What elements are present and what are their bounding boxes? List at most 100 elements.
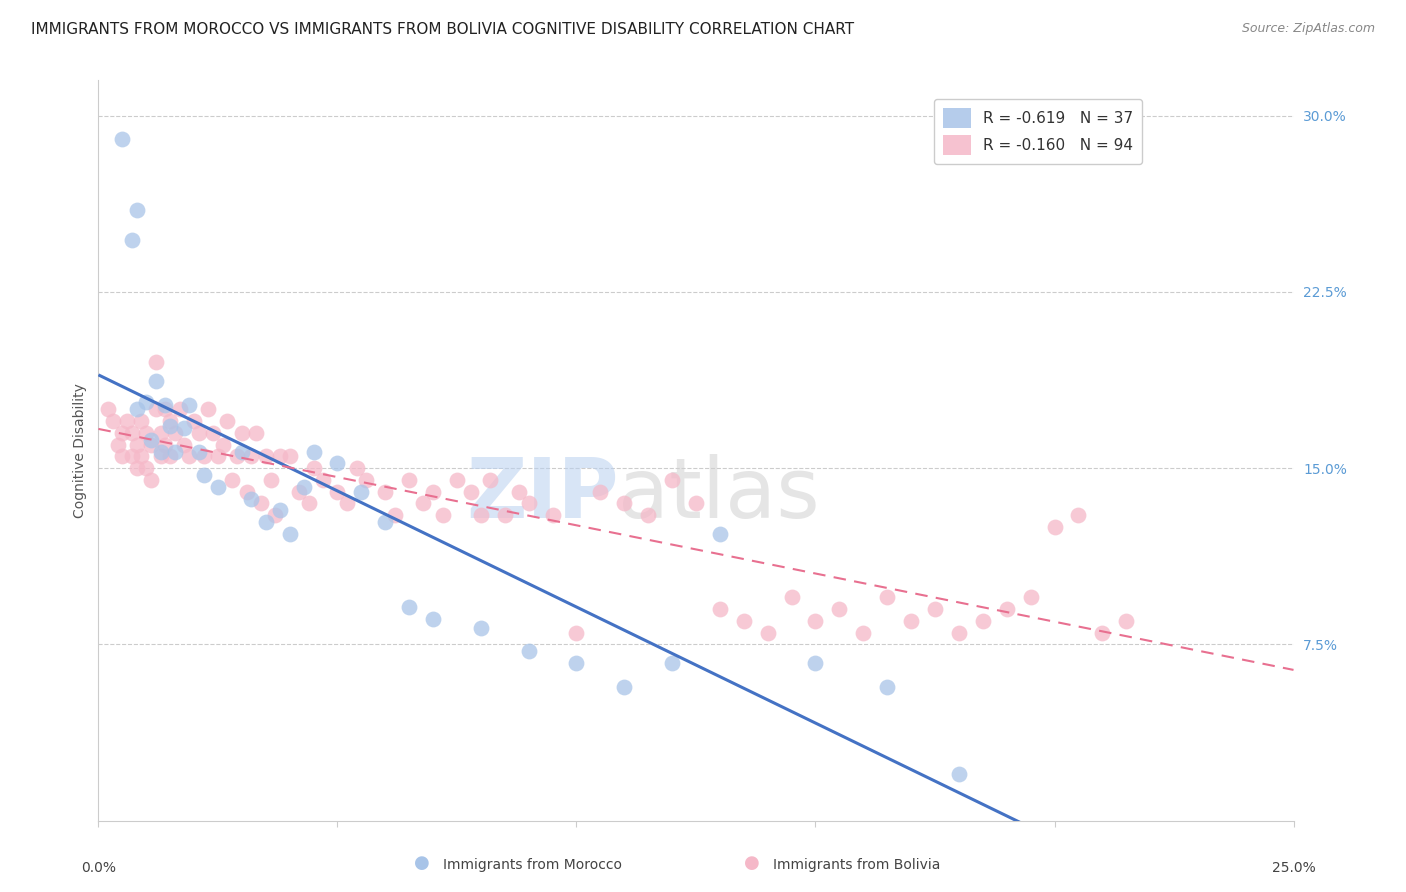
Point <box>169 402 191 417</box>
Point <box>231 444 253 458</box>
Point <box>756 625 779 640</box>
Point <box>995 602 1018 616</box>
Point <box>159 450 181 464</box>
Point <box>125 437 148 451</box>
Point <box>179 398 201 412</box>
Text: 25.0%: 25.0% <box>1271 862 1316 875</box>
Point <box>145 402 167 417</box>
Point <box>1115 614 1137 628</box>
Point <box>193 468 215 483</box>
Point <box>179 450 201 464</box>
Point <box>145 355 167 369</box>
Point <box>613 680 636 694</box>
Point <box>804 614 827 628</box>
Point <box>350 484 373 499</box>
Point <box>254 450 277 464</box>
Point <box>346 461 368 475</box>
Point <box>876 680 898 694</box>
Point <box>292 480 315 494</box>
Point <box>302 461 325 475</box>
Point <box>135 425 157 440</box>
Point <box>159 414 181 428</box>
Point <box>709 602 731 616</box>
Point <box>948 766 970 780</box>
Point <box>125 202 148 217</box>
Point <box>135 395 157 409</box>
Point <box>374 515 396 529</box>
Y-axis label: Cognitive Disability: Cognitive Disability <box>73 383 87 518</box>
Text: ●: ● <box>744 855 761 872</box>
Point <box>541 508 564 522</box>
Point <box>1019 591 1042 605</box>
Point <box>264 508 287 522</box>
Text: IMMIGRANTS FROM MOROCCO VS IMMIGRANTS FROM BOLIVIA COGNITIVE DISABILITY CORRELAT: IMMIGRANTS FROM MOROCCO VS IMMIGRANTS FR… <box>31 22 853 37</box>
Point <box>972 614 994 628</box>
Point <box>159 418 181 433</box>
Point <box>876 591 898 605</box>
Point <box>139 433 162 447</box>
Point <box>155 402 177 417</box>
Point <box>1067 508 1090 522</box>
Point <box>163 425 186 440</box>
Point <box>278 527 301 541</box>
Point <box>302 444 325 458</box>
Point <box>221 473 243 487</box>
Point <box>269 503 291 517</box>
Point <box>312 473 335 487</box>
Point <box>240 491 263 506</box>
Point <box>207 450 229 464</box>
Point <box>211 437 233 451</box>
Point <box>131 450 153 464</box>
Point <box>398 599 420 614</box>
Point <box>288 484 311 499</box>
Point <box>804 656 827 670</box>
Point <box>155 398 177 412</box>
Point <box>145 374 167 388</box>
Point <box>250 496 273 510</box>
Point <box>354 473 377 487</box>
Point <box>131 414 153 428</box>
Point <box>298 496 321 510</box>
Point <box>517 644 540 658</box>
Point <box>326 484 349 499</box>
Point <box>269 450 291 464</box>
Text: Immigrants from Bolivia: Immigrants from Bolivia <box>773 858 941 872</box>
Point <box>111 450 134 464</box>
Point <box>155 437 177 451</box>
Point <box>326 456 349 470</box>
Text: ZIP: ZIP <box>465 454 619 535</box>
Point <box>115 414 138 428</box>
Text: Source: ZipAtlas.com: Source: ZipAtlas.com <box>1241 22 1375 36</box>
Point <box>226 450 249 464</box>
Point <box>202 425 225 440</box>
Point <box>733 614 755 628</box>
Point <box>422 484 444 499</box>
Point <box>111 425 134 440</box>
Text: atlas: atlas <box>619 454 820 535</box>
Point <box>460 484 482 499</box>
Point <box>235 484 257 499</box>
Point <box>780 591 803 605</box>
Point <box>197 402 219 417</box>
Point <box>111 132 134 146</box>
Point <box>508 484 530 499</box>
Point <box>107 437 129 451</box>
Point <box>432 508 454 522</box>
Point <box>125 402 148 417</box>
Point <box>121 233 143 247</box>
Point <box>828 602 851 616</box>
Point <box>517 496 540 510</box>
Point <box>479 473 502 487</box>
Point <box>374 484 396 499</box>
Point <box>149 450 172 464</box>
Point <box>589 484 612 499</box>
Point <box>101 414 124 428</box>
Point <box>183 414 205 428</box>
Point <box>948 625 970 640</box>
Point <box>494 508 516 522</box>
Point <box>97 402 120 417</box>
Point <box>398 473 420 487</box>
Point <box>1043 520 1066 534</box>
Point <box>852 625 875 640</box>
Point <box>613 496 636 510</box>
